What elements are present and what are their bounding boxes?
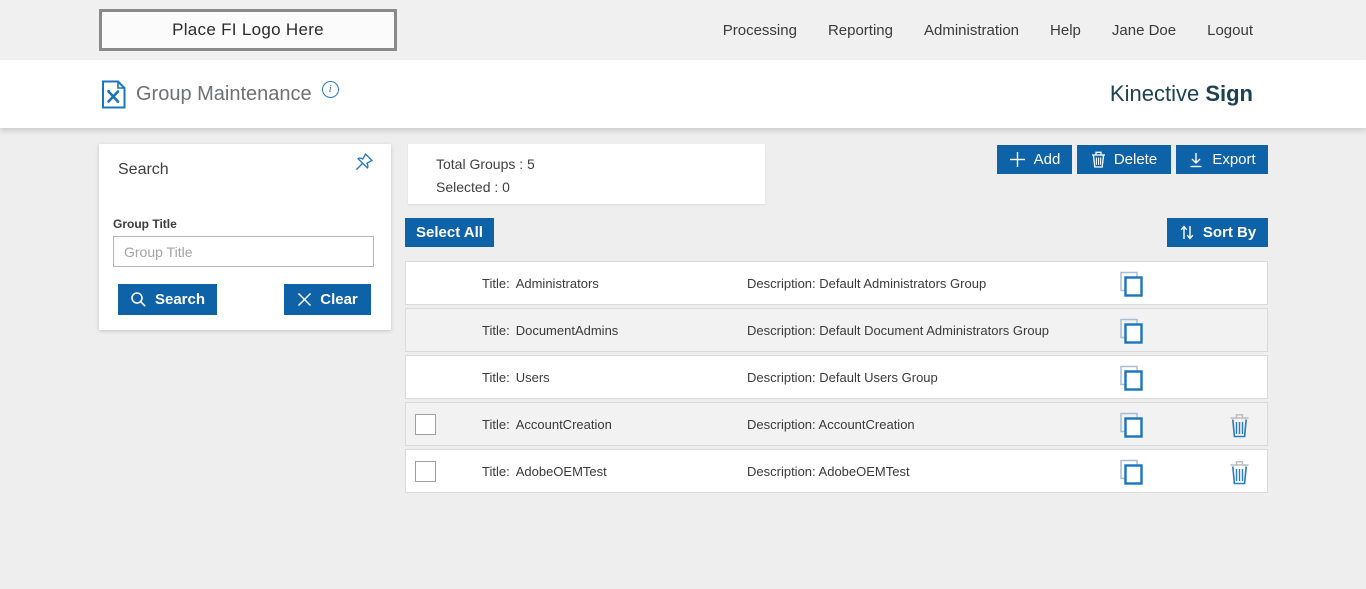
plus-icon xyxy=(1009,151,1026,168)
row-title: Title: AdobeOEMTest xyxy=(482,464,607,479)
nav-processing[interactable]: Processing xyxy=(722,21,797,39)
row-description-value: Default Document Administrators Group xyxy=(819,322,1050,338)
row-description: Description: AccountCreation xyxy=(747,417,915,432)
row-delete-icon[interactable] xyxy=(1229,460,1250,485)
summary-box: Total Groups : 5 Selected : 0 xyxy=(408,144,765,204)
group-title-label: Group Title xyxy=(113,217,177,231)
group-row: Title: DocumentAdmins Description: Defaul… xyxy=(405,308,1268,352)
group-maintenance-icon xyxy=(101,80,126,109)
row-checkbox[interactable] xyxy=(415,414,436,435)
row-description-value: Default Administrators Group xyxy=(819,275,987,291)
page-header: Group Maintenance i Kinective Sign xyxy=(0,60,1366,128)
selected-value: 0 xyxy=(502,179,510,195)
row-title-label: Title: xyxy=(482,275,510,291)
total-groups-line: Total Groups : 5 xyxy=(436,153,765,176)
delete-button[interactable]: Delete xyxy=(1077,145,1171,174)
group-row: Title: Users Description: Default Users G… xyxy=(405,355,1268,399)
selected-label: Selected : xyxy=(436,179,499,195)
add-button-label: Add xyxy=(1033,151,1061,168)
copy-icon[interactable] xyxy=(1118,364,1144,392)
sort-by-button-label: Sort By xyxy=(1202,224,1257,241)
brand-bold: Sign xyxy=(1205,81,1253,106)
row-title: Title: DocumentAdmins xyxy=(482,323,618,338)
row-description: Description: AdobeOEMTest xyxy=(747,464,910,479)
row-description-label: Description: xyxy=(747,369,816,385)
page-title: Group Maintenance xyxy=(136,82,312,105)
row-delete-icon[interactable] xyxy=(1229,413,1250,438)
clear-button-label: Clear xyxy=(320,291,358,308)
trash-icon xyxy=(1091,151,1106,168)
delete-button-label: Delete xyxy=(1113,151,1158,168)
add-button[interactable]: Add xyxy=(997,145,1072,174)
search-button-label: Search xyxy=(154,291,206,308)
nav-help[interactable]: Help xyxy=(1050,21,1081,39)
selected-line: Selected : 0 xyxy=(436,176,765,199)
row-title: Title: Administrators xyxy=(482,276,599,291)
search-panel: Search Group Title Search Clear xyxy=(99,144,391,330)
row-title: Title: Users xyxy=(482,370,550,385)
select-all-button[interactable]: Select All xyxy=(405,218,494,247)
fi-logo-text: Place FI Logo Here xyxy=(172,20,324,39)
row-description: Description: Default Users Group xyxy=(747,370,938,385)
download-icon xyxy=(1188,152,1204,168)
row-title-label: Title: xyxy=(482,322,510,338)
copy-icon[interactable] xyxy=(1118,270,1144,298)
sort-by-button[interactable]: Sort By xyxy=(1167,218,1268,247)
row-checkbox[interactable] xyxy=(415,461,436,482)
row-title-value: Users xyxy=(515,369,550,385)
nav-administration[interactable]: Administration xyxy=(923,21,1020,39)
total-groups-label: Total Groups : xyxy=(436,156,524,172)
nav-user[interactable]: Jane Doe xyxy=(1111,21,1177,39)
copy-icon[interactable] xyxy=(1118,411,1144,439)
group-row: Title: Administrators Description: Defaul… xyxy=(405,261,1268,305)
select-all-button-label: Select All xyxy=(416,224,483,241)
top-navigation: Processing Reporting Administration Help… xyxy=(723,22,1253,39)
export-button[interactable]: Export xyxy=(1176,145,1268,174)
row-title-value: Administrators xyxy=(515,275,599,291)
close-icon xyxy=(297,292,312,307)
row-description-value: AdobeOEMTest xyxy=(818,463,910,479)
row-title-label: Title: xyxy=(482,463,510,479)
clear-button[interactable]: Clear xyxy=(284,284,371,315)
row-title-label: Title: xyxy=(482,369,510,385)
copy-icon[interactable] xyxy=(1118,317,1144,345)
row-description-label: Description: xyxy=(747,275,816,291)
sort-icon xyxy=(1179,224,1195,241)
nav-logout[interactable]: Logout xyxy=(1207,21,1253,39)
row-description: Description: Default Administrators Grou… xyxy=(747,276,986,291)
row-description-label: Description: xyxy=(747,463,816,479)
top-bar: Place FI Logo Here Processing Reporting … xyxy=(0,0,1366,60)
total-groups-value: 5 xyxy=(527,156,535,172)
row-title-value: AdobeOEMTest xyxy=(515,463,607,479)
pin-icon[interactable] xyxy=(349,152,375,180)
group-list: Title: Administrators Description: Defaul… xyxy=(405,261,1268,496)
group-title-input[interactable] xyxy=(113,236,374,267)
row-description-value: AccountCreation xyxy=(818,416,915,432)
fi-logo-placeholder: Place FI Logo Here xyxy=(99,9,397,51)
nav-reporting[interactable]: Reporting xyxy=(827,21,893,39)
row-title-label: Title: xyxy=(482,416,510,432)
row-description-label: Description: xyxy=(747,416,816,432)
search-icon xyxy=(130,291,147,308)
info-icon[interactable]: i xyxy=(321,80,339,98)
row-description-label: Description: xyxy=(747,322,816,338)
brand-regular: Kinective xyxy=(1109,81,1200,106)
group-row: Title: AccountCreation Description: Accou… xyxy=(405,402,1268,446)
export-button-label: Export xyxy=(1212,151,1256,168)
search-panel-title: Search xyxy=(118,161,169,178)
group-row: Title: AdobeOEMTest Description: AdobeOEM… xyxy=(405,449,1268,493)
row-title-value: AccountCreation xyxy=(515,416,612,432)
brand-logo: Kinective Sign xyxy=(1110,81,1253,107)
row-description-value: Default Users Group xyxy=(819,369,938,385)
row-description: Description: Default Document Administra… xyxy=(747,323,1049,338)
copy-icon[interactable] xyxy=(1118,458,1144,486)
row-title-value: DocumentAdmins xyxy=(515,322,619,338)
search-button[interactable]: Search xyxy=(118,284,217,315)
row-title: Title: AccountCreation xyxy=(482,417,612,432)
